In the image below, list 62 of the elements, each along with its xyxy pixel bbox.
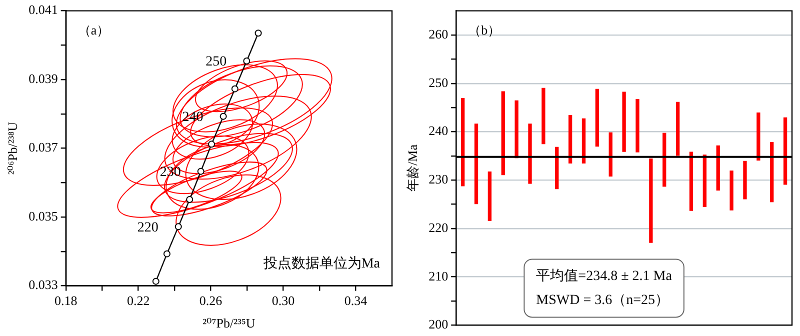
x-axis-title: ²⁰⁷Pb/²³⁵U (202, 316, 256, 331)
bar (662, 132, 666, 187)
point (152, 278, 160, 285)
y-tick-label: 0.041 (28, 2, 58, 18)
point (243, 57, 250, 64)
bar (460, 98, 465, 186)
point (254, 30, 262, 37)
bar (608, 132, 612, 177)
bar (595, 88, 600, 147)
y-axis-title: 年龄/Ma (405, 144, 420, 192)
annotation: 220 (137, 220, 158, 236)
y-tick-label: 220 (428, 220, 448, 235)
bar (756, 112, 760, 161)
bar (514, 100, 518, 158)
bar (730, 170, 734, 210)
y-tick-label: 230 (428, 172, 448, 187)
y-axis-title: ²⁰⁶Pb/²³⁸U (5, 121, 20, 175)
point (163, 250, 170, 258)
bar (636, 98, 640, 152)
y-tick-label: 240 (428, 123, 448, 138)
annotation: 250 (206, 54, 227, 70)
point (208, 140, 216, 148)
bar (528, 124, 532, 184)
x-tick-label: 0.22 (126, 293, 150, 308)
y-tick-label: 210 (428, 268, 448, 284)
y-tick-label: 200 (428, 316, 448, 332)
bar (488, 172, 492, 222)
bar (474, 124, 478, 204)
text: （b） (468, 22, 501, 38)
annotation: MSWD = 3.6（n=25） (536, 292, 670, 308)
bar (582, 118, 586, 164)
bar (676, 102, 680, 156)
y-tick-label: 0.039 (28, 70, 58, 86)
text: （a） (78, 22, 110, 38)
bar (743, 160, 747, 200)
point (197, 168, 204, 175)
y-tick-label: 250 (428, 74, 448, 90)
x-tick-label: 0.18 (54, 293, 78, 308)
x-tick-label: 0.30 (272, 293, 295, 308)
bar (716, 145, 720, 191)
bar (568, 114, 572, 164)
bar (770, 142, 774, 202)
y-tick-label: 260 (428, 26, 448, 42)
y-tick-label: 0.037 (28, 140, 58, 155)
y-tick-label: 0.035 (28, 208, 58, 224)
bar (783, 117, 788, 185)
point (186, 196, 194, 204)
bar (689, 152, 694, 211)
bar (501, 91, 505, 176)
x-tick-label: 0.34 (344, 293, 368, 308)
point (231, 85, 238, 92)
bar (542, 88, 546, 144)
bar (649, 158, 653, 243)
bar (555, 146, 559, 190)
bar (702, 154, 706, 208)
bar (622, 92, 626, 152)
x-tick-label: 0.26 (199, 293, 223, 308)
annotation: 平均值=234.8 ± 2.1 Ma (536, 268, 673, 284)
annotation: 投点数据单位为Ma (262, 255, 381, 272)
point (220, 112, 227, 120)
y-tick-label: 0.033 (28, 277, 58, 292)
point (174, 223, 182, 230)
